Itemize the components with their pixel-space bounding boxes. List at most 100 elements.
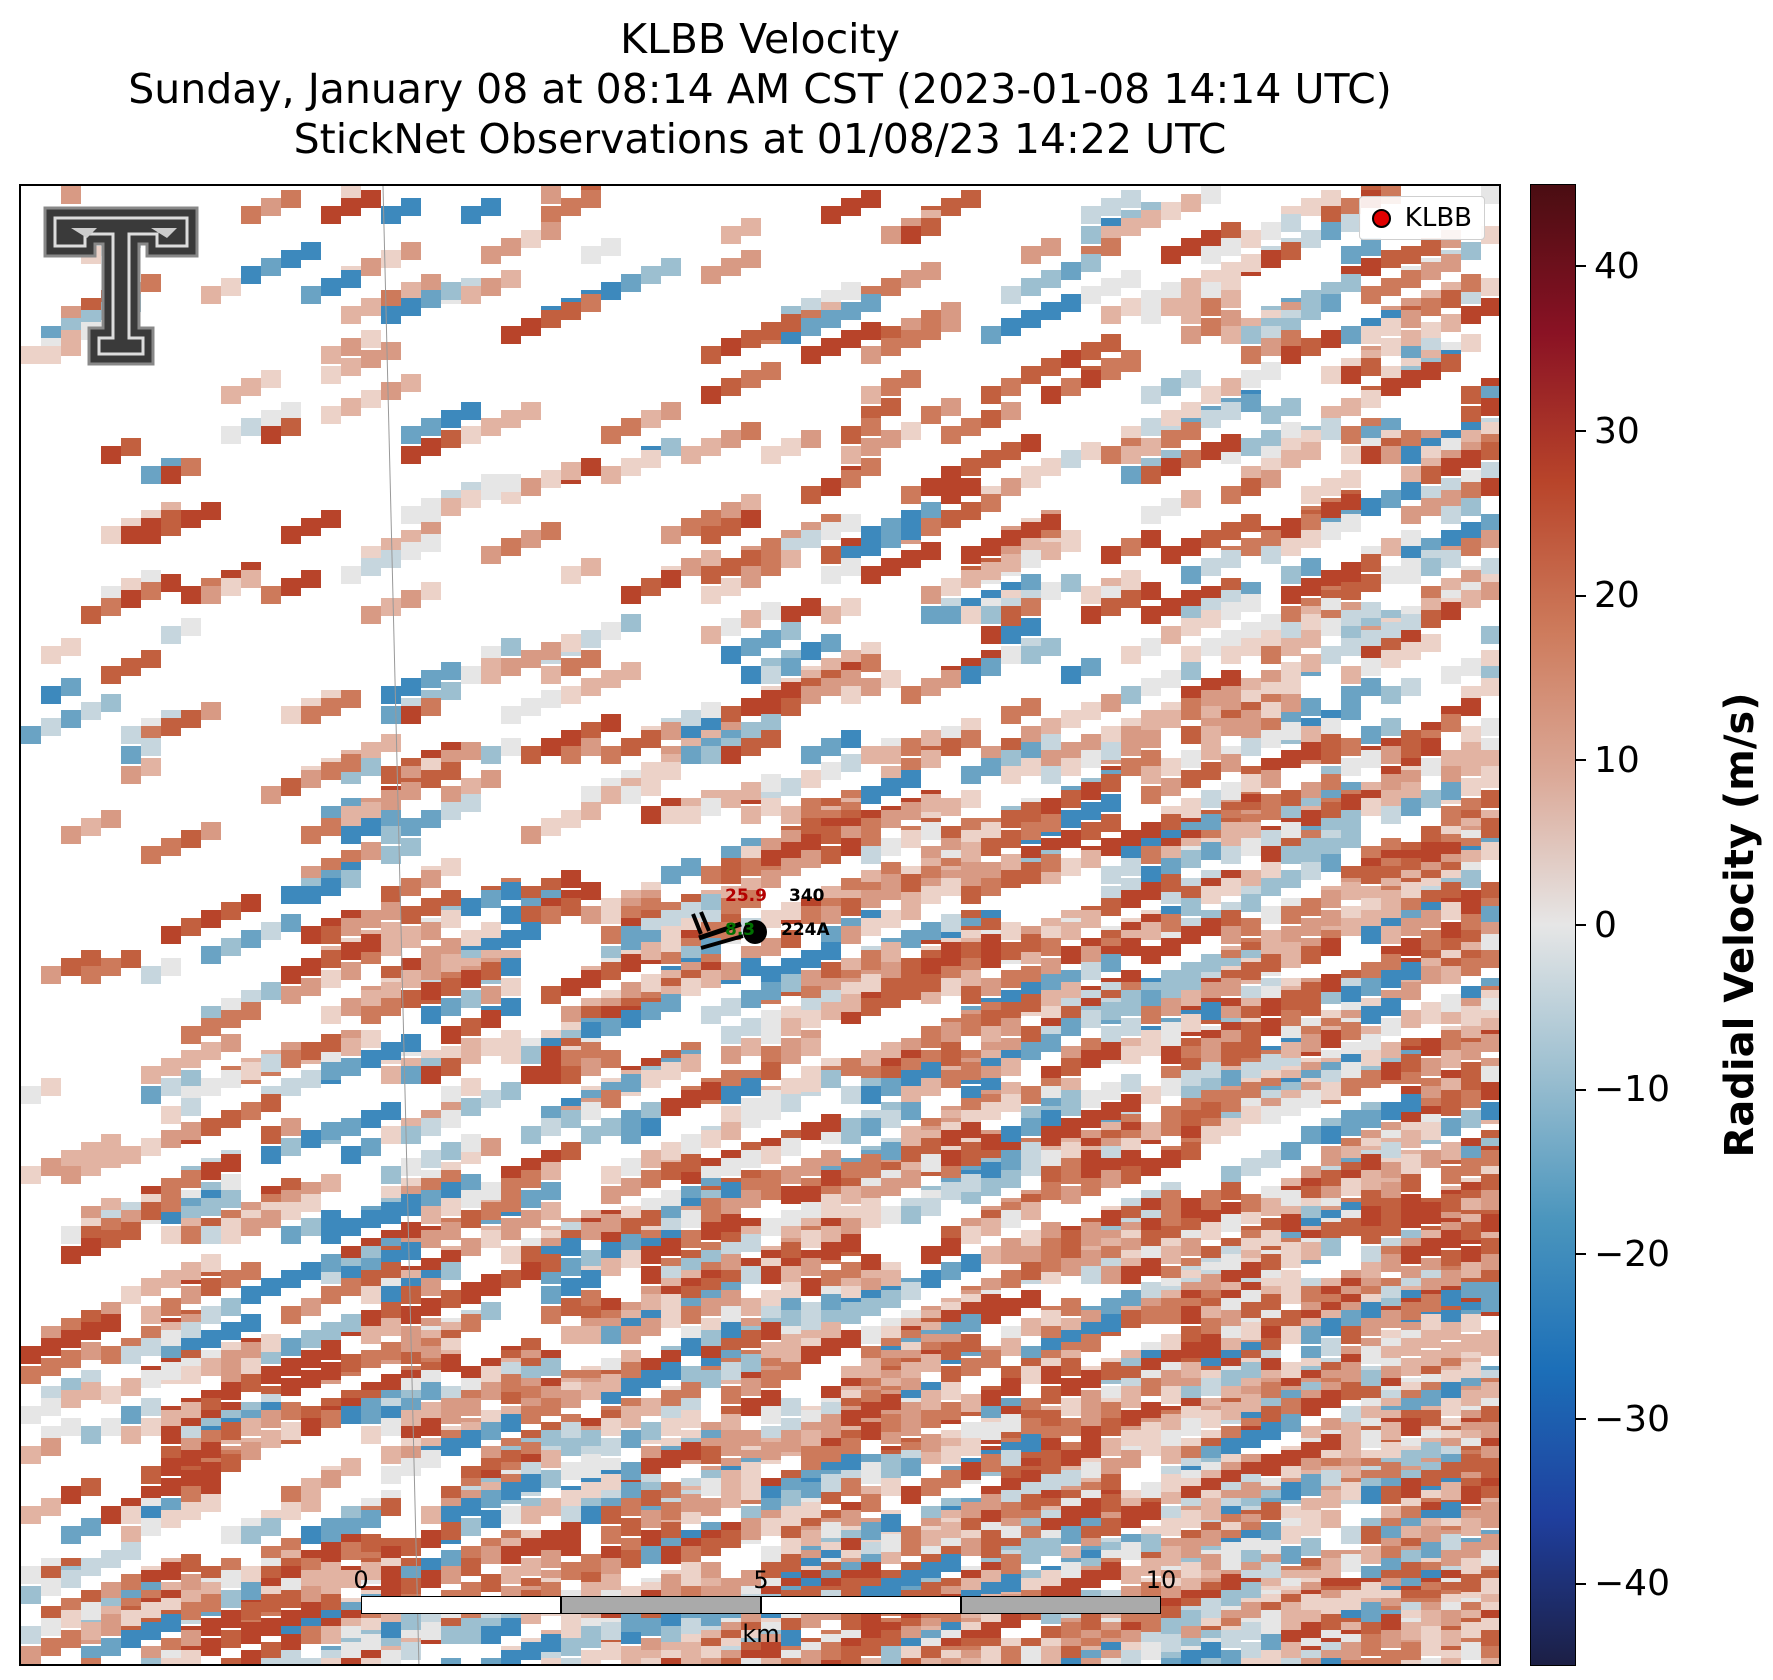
radar-map[interactable]: KLBB 25.9 340 8.3 224A 0 5 10 km <box>19 184 1501 1666</box>
velocity-gate <box>781 1282 801 1300</box>
velocity-gate <box>701 1478 721 1496</box>
velocity-gate <box>201 1494 221 1512</box>
velocity-gate <box>981 562 1001 580</box>
velocity-gate <box>381 1342 401 1360</box>
velocity-gate <box>1401 1338 1421 1356</box>
velocity-gate <box>401 706 421 724</box>
velocity-gate <box>1101 446 1121 464</box>
velocity-gate <box>1341 446 1361 464</box>
velocity-gate <box>1461 658 1481 676</box>
velocity-gate <box>1081 1462 1101 1480</box>
velocity-gate <box>1281 1042 1301 1060</box>
velocity-gate <box>581 1454 601 1472</box>
velocity-gate <box>621 586 641 604</box>
velocity-gate <box>401 838 421 856</box>
velocity-gate <box>1101 334 1121 352</box>
velocity-gate <box>561 1258 581 1276</box>
velocity-gate <box>361 1406 381 1424</box>
velocity-gate <box>501 1506 521 1524</box>
velocity-gate <box>181 830 201 848</box>
velocity-gate <box>901 1206 921 1224</box>
velocity-gate <box>1261 846 1281 864</box>
velocity-gate <box>1401 1154 1421 1172</box>
velocity-gate <box>741 494 761 512</box>
velocity-gate <box>581 1126 601 1144</box>
velocity-gate <box>741 1018 761 1036</box>
velocity-gate <box>1021 822 1041 840</box>
velocity-gate <box>621 786 641 804</box>
velocity-gate <box>341 566 361 584</box>
velocity-gate <box>721 1414 741 1432</box>
velocity-gate <box>181 1322 201 1340</box>
velocity-gate <box>301 518 321 536</box>
velocity-gate <box>501 1194 521 1212</box>
velocity-gate <box>761 690 781 708</box>
velocity-gate <box>1041 1474 1061 1492</box>
velocity-gate <box>541 470 561 488</box>
velocity-gate <box>1381 318 1401 336</box>
velocity-gate <box>761 1290 781 1308</box>
velocity-gate <box>21 346 41 364</box>
velocity-gate <box>381 1262 401 1280</box>
velocity-gate <box>481 746 501 764</box>
velocity-gate <box>1381 1218 1401 1236</box>
velocity-gate <box>1141 846 1161 864</box>
velocity-gate <box>1041 458 1061 476</box>
velocity-gate <box>1361 574 1381 592</box>
velocity-gate <box>1001 854 1021 872</box>
velocity-gate <box>1461 590 1481 608</box>
velocity-gate <box>1121 1450 1141 1468</box>
velocity-gate <box>1361 1226 1381 1244</box>
velocity-gate <box>761 602 781 620</box>
velocity-gate <box>561 1238 581 1256</box>
velocity-gate <box>681 1494 701 1512</box>
velocity-gate <box>1181 1510 1201 1528</box>
velocity-gate <box>1381 490 1401 508</box>
velocity-gate <box>841 1330 861 1348</box>
velocity-gate <box>621 458 641 476</box>
velocity-gate <box>701 970 721 988</box>
velocity-gate <box>721 746 741 764</box>
velocity-gate <box>101 1230 121 1248</box>
velocity-gate <box>1161 670 1181 688</box>
velocity-gate <box>281 190 301 208</box>
velocity-gate <box>861 1422 881 1440</box>
velocity-gate <box>981 410 1001 428</box>
velocity-gate <box>1141 386 1161 404</box>
velocity-gate <box>761 1026 781 1044</box>
velocity-gate <box>781 314 801 332</box>
velocity-gate <box>861 1086 881 1104</box>
velocity-gate <box>501 978 521 996</box>
velocity-gate <box>961 1358 981 1376</box>
velocity-gate <box>981 450 1001 468</box>
velocity-gate <box>1081 1410 1101 1428</box>
velocity-gate <box>181 618 201 636</box>
velocity-gate <box>1321 890 1341 908</box>
velocity-gate <box>361 1210 381 1228</box>
velocity-gate <box>421 274 441 292</box>
velocity-gate <box>1261 802 1281 820</box>
velocity-gate <box>741 958 761 976</box>
velocity-gate <box>761 1102 781 1120</box>
velocity-gate <box>501 410 521 428</box>
velocity-gate <box>1261 1382 1281 1400</box>
velocity-gate <box>261 1430 281 1448</box>
velocity-gate <box>321 1006 341 1024</box>
velocity-gate <box>521 402 541 420</box>
velocity-gate <box>1381 718 1401 736</box>
velocity-gate <box>1101 794 1121 812</box>
velocity-gate <box>1241 738 1261 756</box>
velocity-gate <box>1121 1510 1141 1528</box>
velocity-gate <box>981 1294 1001 1312</box>
velocity-gate <box>821 1226 841 1244</box>
velocity-gate <box>1081 1334 1101 1352</box>
velocity-gate <box>601 282 621 300</box>
velocity-gate <box>1061 1358 1081 1376</box>
velocity-gate <box>1241 346 1261 364</box>
velocity-gate <box>581 1482 601 1500</box>
velocity-gate <box>341 1354 361 1372</box>
velocity-gate <box>281 1338 301 1356</box>
velocity-gate <box>981 822 1001 840</box>
velocity-gate <box>541 738 561 756</box>
velocity-gate <box>1061 378 1081 396</box>
